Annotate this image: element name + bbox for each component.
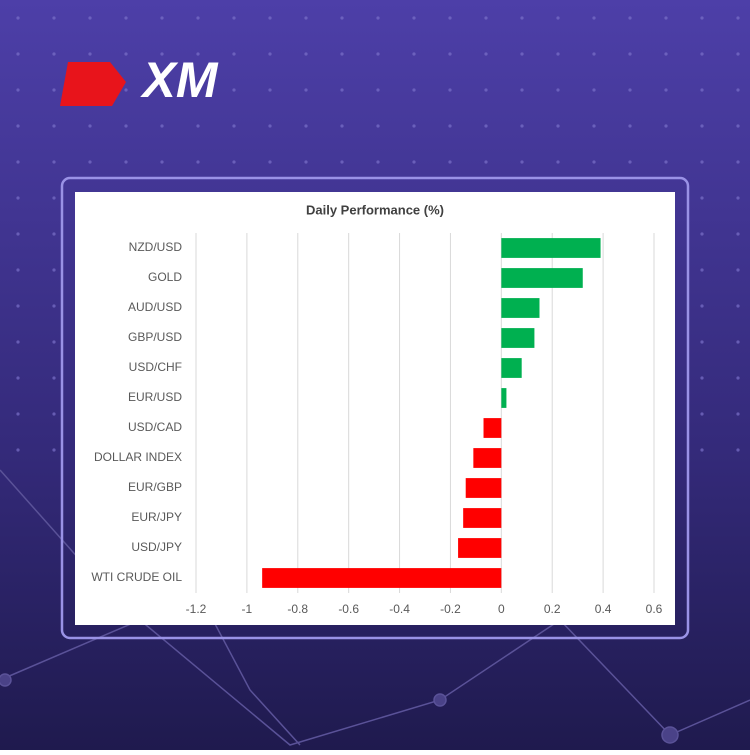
x-tick-label: 0.2 <box>544 602 561 616</box>
frame <box>60 176 690 640</box>
x-tick-label: -0.2 <box>440 602 461 616</box>
x-tick-label: -0.4 <box>389 602 410 616</box>
bar <box>501 268 583 288</box>
bar <box>501 358 522 378</box>
y-tick-label: EUR/JPY <box>131 510 182 524</box>
bar <box>501 298 540 318</box>
y-tick-label: GOLD <box>148 270 182 284</box>
x-tick-label: 0.4 <box>595 602 612 616</box>
x-tick-label: 0 <box>498 602 505 616</box>
x-tick-label: -0.6 <box>338 602 359 616</box>
bar <box>465 478 502 498</box>
y-tick-label: AUD/USD <box>128 300 182 314</box>
x-tick-label: -1 <box>242 602 253 616</box>
y-tick-label: USD/JPY <box>131 540 182 554</box>
logo: XM <box>60 52 219 108</box>
bar <box>463 508 502 528</box>
plot: -1.2 -1 -0.8 -0.6 -0.4 -0.2 0 0.2 0.4 0.6 NZD/USD G… <box>91 233 663 616</box>
x-tick-label: -1.2 <box>186 602 207 616</box>
chart-title: Daily Performance (%) <box>306 202 444 217</box>
y-tick-label: GBP/USD <box>128 330 182 344</box>
x-tick-label: 0.6 <box>646 602 663 616</box>
bar <box>501 388 507 408</box>
logo-text: XM <box>140 52 219 108</box>
bar <box>473 448 502 468</box>
bar <box>483 418 502 438</box>
bar <box>501 238 601 258</box>
y-tick-label: NZD/USD <box>129 240 183 254</box>
bar <box>501 328 535 348</box>
bar <box>262 568 502 588</box>
x-tick-label: -0.8 <box>287 602 308 616</box>
y-tick-label: EUR/USD <box>128 390 182 404</box>
y-tick-label: USD/CHF <box>129 360 182 374</box>
y-tick-label: DOLLAR INDEX <box>94 450 182 464</box>
chart-area <box>75 192 675 625</box>
y-tick-label: USD/CAD <box>128 420 182 434</box>
bar <box>458 538 502 558</box>
y-tick-label: EUR/GBP <box>128 480 182 494</box>
y-tick-label: WTI CRUDE OIL <box>91 570 182 584</box>
